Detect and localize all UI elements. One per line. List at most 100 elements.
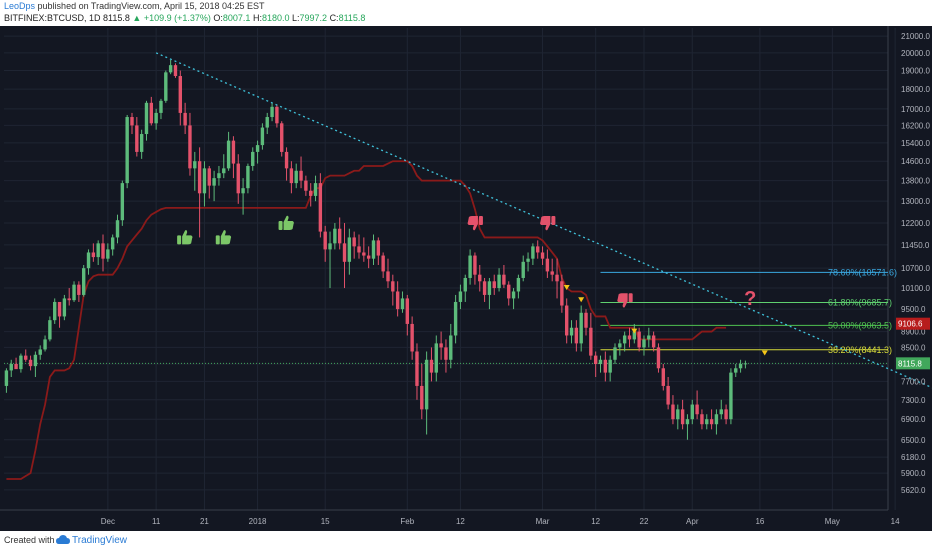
candle-body — [337, 228, 342, 244]
candle-body — [294, 170, 298, 184]
candle-body — [420, 385, 424, 410]
candle-body — [251, 151, 255, 166]
candle-body — [584, 312, 588, 328]
price-tick-label: 11450.0 — [901, 241, 930, 250]
candle-body — [690, 404, 694, 420]
candle-body — [212, 178, 216, 186]
price-tick-label: 5620.0 — [901, 486, 926, 495]
candle-body — [323, 231, 327, 250]
candle-body — [487, 281, 492, 295]
price-tick-label: 16200.0 — [901, 121, 930, 130]
candle-body — [9, 364, 13, 371]
candle-body — [511, 291, 516, 299]
price-tick-label: 15400.0 — [901, 139, 930, 148]
fib-level-label: 38.20%(8441.3) — [828, 345, 892, 355]
candle-body — [507, 284, 511, 299]
candle-body — [429, 359, 434, 373]
time-tick-label: Apr — [686, 517, 699, 526]
candle-body — [569, 327, 574, 336]
candle-body — [608, 359, 612, 373]
candle-body — [434, 343, 438, 373]
time-tick-label: 16 — [755, 517, 764, 526]
candle-body — [729, 372, 733, 420]
candle-body — [593, 355, 598, 365]
candle-body — [458, 291, 463, 302]
price-tick-label: 18000.0 — [901, 85, 930, 94]
price-tick-label: 19000.0 — [901, 67, 930, 76]
time-tick-label: 12 — [456, 517, 465, 526]
question-mark: ? — [744, 288, 756, 310]
candle-body — [622, 335, 627, 344]
candle-body — [246, 165, 250, 189]
last-price-value: 8115.8 — [103, 13, 130, 23]
candle-body — [139, 134, 144, 152]
tradingview-logo[interactable]: TradingView — [56, 534, 127, 547]
candle-body — [444, 347, 448, 360]
candle-body — [135, 125, 139, 152]
candle-body — [313, 183, 318, 196]
candle-body — [328, 243, 332, 250]
candle-body — [410, 323, 414, 352]
candle-body — [685, 419, 690, 425]
price-tick-label: 10100.0 — [901, 284, 930, 293]
candle-body — [415, 351, 419, 386]
baseline-price-tag: 9106.6 — [898, 320, 923, 329]
candle-body — [236, 163, 240, 194]
price-tick-label: 10700.0 — [901, 264, 930, 273]
candle-body — [743, 363, 748, 365]
candle-body — [241, 188, 245, 194]
candle-body — [738, 364, 743, 369]
candle-body — [386, 271, 390, 282]
candle-body — [81, 268, 86, 295]
candle-body — [666, 385, 670, 405]
candle-body — [651, 335, 656, 348]
candle-body — [197, 161, 202, 194]
author-link[interactable]: LeoDps — [4, 1, 36, 11]
candle-body — [217, 173, 221, 179]
candle-body — [222, 168, 226, 174]
time-tick-label: 15 — [321, 517, 330, 526]
publish-info: LeoDps published on TradingView.com, Apr… — [4, 1, 265, 11]
candle-body — [193, 161, 197, 169]
signal-arrow-icon — [563, 285, 570, 291]
candle-body — [231, 140, 236, 164]
candle-body — [545, 258, 550, 272]
candle-body — [188, 125, 192, 169]
candle-body — [574, 327, 579, 344]
chart-header: LeoDps published on TradingView.com, Apr… — [0, 0, 932, 26]
baseline-price-tag-bg — [896, 317, 930, 330]
fib-level-label: 50.00%(9063.5) — [828, 320, 892, 330]
candle-body — [183, 112, 187, 126]
low-label: L: — [292, 13, 300, 23]
candle-body — [709, 419, 714, 425]
price-tick-label: 8900.0 — [901, 328, 926, 337]
candle-body — [28, 359, 33, 367]
candle-body — [671, 404, 675, 420]
candle-body — [91, 252, 96, 258]
candle-body — [492, 281, 496, 289]
candle-body — [400, 298, 405, 310]
candle-body — [362, 252, 366, 256]
candle-body — [260, 127, 265, 146]
candle-body — [120, 183, 125, 221]
price-tick-label: 7700.0 — [901, 377, 926, 386]
symbol-label[interactable]: BITFINEX:BTCUSD, 1D — [4, 13, 101, 23]
time-tick-label: Mar — [536, 517, 550, 526]
price-tick-label: 21000.0 — [901, 32, 930, 41]
candle-body — [173, 65, 178, 77]
candle-body — [96, 243, 100, 258]
candle-body — [661, 368, 665, 386]
candle-body — [637, 331, 641, 348]
chart-area[interactable]: 78.60%(10571.6) 61.80%(9685.7) 50.00%(9063… — [0, 26, 932, 531]
candle-body — [57, 301, 62, 317]
candle-body — [603, 359, 608, 373]
candle-body — [376, 240, 381, 256]
candle-body — [149, 102, 154, 124]
candle-body — [536, 246, 540, 253]
candle-body — [86, 252, 91, 269]
candle-body — [309, 190, 313, 196]
time-tick-label: 2018 — [249, 517, 267, 526]
price-chart[interactable]: 78.60%(10571.6) 61.80%(9685.7) 50.00%(9063… — [0, 26, 932, 531]
candle-body — [627, 335, 632, 340]
candle-body — [371, 240, 376, 259]
